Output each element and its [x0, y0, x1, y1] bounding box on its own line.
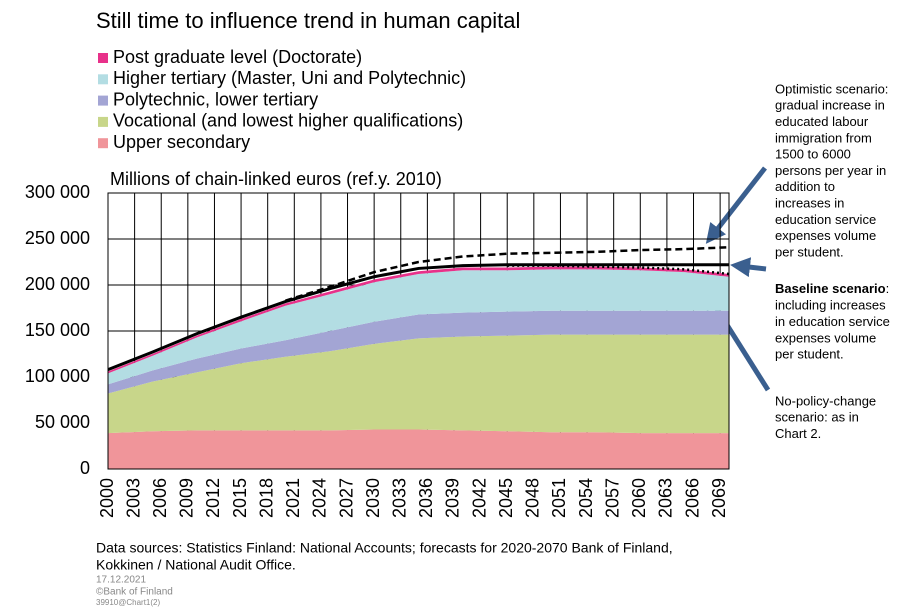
annotation: 1500 to 6000 — [775, 147, 851, 162]
annotation: Optimistic scenario: — [775, 81, 888, 96]
y-tick-label: 300 000 — [25, 182, 90, 202]
annotation: educated labour — [775, 114, 869, 129]
x-tick-label: 2054 — [576, 478, 596, 518]
footer-source: Kokkinen / National Audit Office. — [96, 557, 296, 573]
annotation: in education service — [775, 314, 890, 329]
annotation: including increases — [775, 298, 886, 313]
x-tick-label: 2009 — [177, 478, 197, 518]
y-tick-label: 150 000 — [25, 320, 90, 340]
annotation: Baseline scenario: — [775, 281, 889, 296]
legend-label: Post graduate level (Doctorate) — [113, 47, 362, 67]
annotation-text: : — [886, 281, 890, 296]
legend-swatch — [98, 116, 108, 127]
x-tick-label: 2063 — [656, 478, 676, 518]
x-tick-label: 2006 — [150, 478, 170, 518]
area — [108, 269, 729, 385]
x-tick-label: 2033 — [390, 478, 410, 518]
annotation: immigration from — [775, 130, 872, 145]
legend-label: Polytechnic, lower tertiary — [113, 89, 318, 109]
x-tick-label: 2039 — [443, 478, 463, 518]
y-tick-label: 250 000 — [25, 228, 90, 248]
footer-date: 17.12.2021 — [96, 575, 146, 586]
x-tick-label: 2003 — [123, 478, 143, 518]
legend-label: Upper secondary — [113, 132, 250, 152]
y-tick-label: 200 000 — [25, 274, 90, 294]
x-tick-label: 2024 — [310, 478, 330, 518]
plot-border — [107, 192, 730, 470]
x-tick-label: 2030 — [363, 478, 383, 518]
scenario-line — [507, 264, 730, 276]
y-tick-label: 100 000 — [25, 366, 90, 386]
x-tick-label: 2045 — [496, 478, 516, 518]
x-tick-label: 2051 — [549, 478, 569, 518]
annotation: No-policy-change — [775, 393, 876, 408]
legend-swatch — [98, 74, 108, 85]
area — [108, 429, 729, 469]
annotation: education service — [775, 212, 876, 227]
annotation: expenses volume — [775, 228, 876, 243]
x-tick-label: 2027 — [336, 478, 356, 518]
y-tick-label: 50 000 — [35, 412, 90, 432]
annotation: persons per year in — [775, 163, 886, 178]
x-tick-label: 2069 — [709, 478, 729, 518]
chart-title: Still time to influence trend in human c… — [96, 8, 520, 33]
x-tick-label: 2042 — [469, 478, 489, 518]
scenario-line — [285, 246, 730, 302]
x-tick-label: 2048 — [523, 478, 543, 518]
x-tick-label: 2012 — [203, 478, 223, 518]
legend-swatch — [98, 95, 108, 106]
y-tick-label: 0 — [80, 458, 90, 478]
annotation: addition to — [775, 179, 835, 194]
footer-source: Data sources: Statistics Finland: Nation… — [96, 540, 673, 556]
scenario-line — [107, 263, 729, 372]
arrow — [705, 166, 767, 244]
area — [108, 334, 729, 434]
x-tick-label: 2036 — [416, 478, 436, 518]
x-tick-label: 2018 — [256, 478, 276, 518]
footer-code: 39910@Chart1(2) — [96, 598, 160, 607]
annotation: gradual increase in — [775, 98, 885, 113]
legend-swatch — [98, 138, 108, 149]
annotation: Chart 2. — [775, 426, 821, 441]
legend-swatch — [98, 53, 108, 63]
annotation: per student. — [775, 244, 844, 259]
annotation: per student. — [775, 347, 844, 362]
x-tick-label: 2000 — [97, 478, 117, 518]
x-tick-label: 2066 — [682, 478, 702, 518]
area — [108, 310, 729, 394]
x-tick-label: 2060 — [629, 478, 649, 518]
annotation: expenses volume — [775, 330, 876, 345]
x-tick-label: 2021 — [283, 478, 303, 518]
legend-label: Vocational (and lowest higher qualificat… — [113, 111, 463, 131]
annotation: scenario: as in — [775, 410, 859, 425]
legend-label: Higher tertiary (Master, Uni and Polytec… — [113, 68, 466, 88]
annotation: increases in — [775, 196, 844, 211]
arrow — [730, 257, 767, 278]
footer-copyright: ©Bank of Finland — [96, 587, 173, 598]
x-tick-label: 2057 — [602, 478, 622, 518]
chart-subtitle: Millions of chain-linked euros (ref.y. 2… — [110, 169, 442, 189]
annotation-head: Baseline scenario — [775, 281, 886, 296]
x-tick-label: 2015 — [230, 478, 250, 518]
